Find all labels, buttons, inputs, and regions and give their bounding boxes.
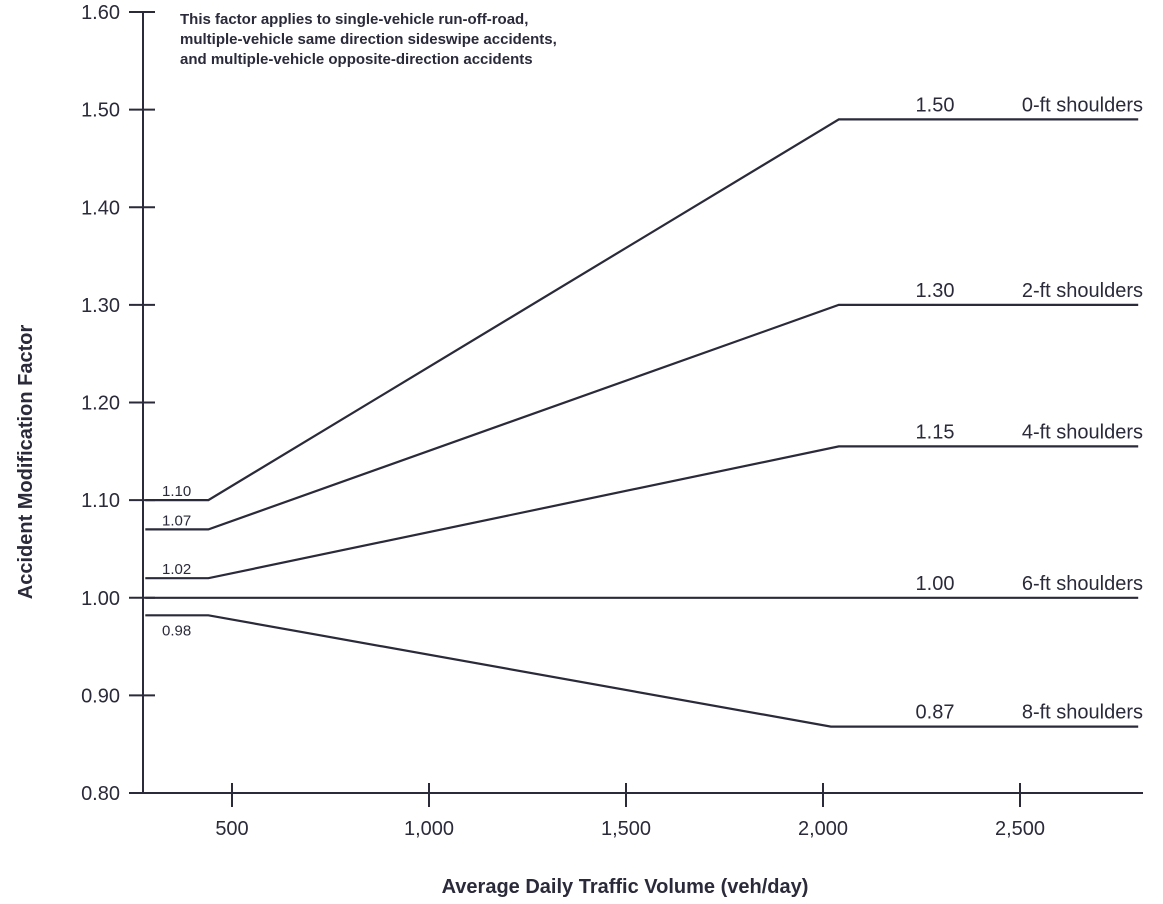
x-tick-label: 1,500: [601, 818, 651, 840]
series-layer: [145, 118, 1139, 728]
y-axis-title: Accident Modification Factor: [15, 325, 37, 600]
y-tick-label: 1.60: [81, 2, 120, 24]
note-line-2: multiple-vehicle same direction sideswip…: [180, 31, 557, 48]
y-tick-label: 1.30: [81, 295, 120, 317]
y-tick-label: 0.80: [81, 783, 120, 805]
y-tick-label: 0.90: [81, 685, 120, 707]
series-start-value: 0.98: [162, 622, 191, 639]
y-tick-label: 1.00: [81, 588, 120, 610]
series-start-value: 1.02: [162, 561, 191, 578]
x-tick-label: 500: [215, 818, 248, 840]
series-end-value: 1.50: [916, 94, 955, 116]
axes: 0.80 0.90 1.00 1.10 1.20 1.30 1.40 1.50 1.60 500 1…: [81, 2, 1143, 840]
y-tick-label: 1.40: [81, 197, 120, 219]
series-name: 2-ft shoulders: [1022, 280, 1143, 302]
series-end-value: 1.00: [916, 573, 955, 595]
y-tick-label: 1.50: [81, 100, 120, 122]
series-name: 0-ft shoulders: [1022, 94, 1143, 116]
series-start-value: 1.07: [162, 512, 191, 529]
x-axis-title: Average Daily Traffic Volume (veh/day): [442, 876, 809, 898]
series-name: 6-ft shoulders: [1022, 573, 1143, 595]
note-line-3: and multiple-vehicle opposite-direction …: [180, 51, 533, 68]
series-start-value: 1.10: [162, 483, 191, 500]
x-tick-label: 1,000: [404, 818, 454, 840]
series-line-0-ft: [145, 118, 1139, 502]
x-tick-label: 2,000: [798, 818, 848, 840]
series-end-value: 0.87: [916, 702, 955, 724]
series-end-value: 1.15: [916, 421, 955, 443]
series-name: 8-ft shoulders: [1022, 702, 1143, 724]
series-line-8-ft: [145, 614, 1139, 728]
series-line-4-ft: [145, 445, 1139, 580]
label-layer: 1.50 0-ft shoulders 1.10 1.30 2-ft shoulders…: [162, 94, 1143, 723]
series-line-2-ft: [145, 303, 1139, 531]
series-end-value: 1.30: [916, 280, 955, 302]
x-tick-label: 2,500: [995, 818, 1045, 840]
y-tick-label: 1.10: [81, 490, 120, 512]
series-name: 4-ft shoulders: [1022, 421, 1143, 443]
y-tick-label: 1.20: [81, 393, 120, 415]
note-line-1: This factor applies to single-vehicle ru…: [180, 11, 528, 28]
